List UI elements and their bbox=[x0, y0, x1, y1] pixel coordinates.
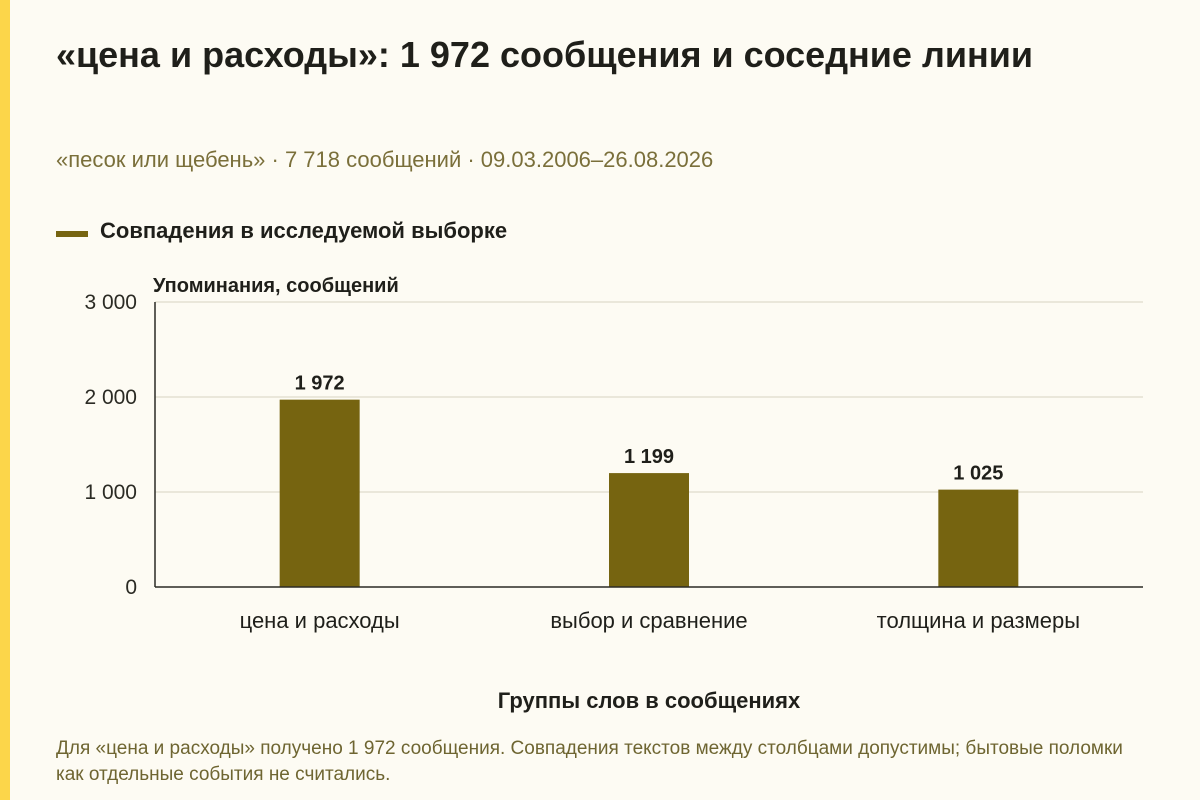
x-tick-label: выбор и сравнение bbox=[550, 608, 747, 633]
bar bbox=[609, 473, 689, 587]
accent-stripe bbox=[0, 0, 10, 800]
bars bbox=[279, 399, 1019, 587]
legend-label: Совпадения в исследуемой выборке bbox=[100, 218, 508, 243]
footnote: Для «цена и расходы» получено 1 972 сооб… bbox=[56, 738, 1123, 785]
bar-value-label: 1 025 bbox=[953, 463, 1003, 485]
y-tick-label: 0 bbox=[125, 576, 137, 599]
y-tick-label: 2 000 bbox=[84, 386, 137, 409]
bar-value-label: 1 972 bbox=[295, 373, 345, 395]
x-tick-labels: цена и расходы выбор и сравнение толщина и… bbox=[240, 608, 1080, 633]
bar bbox=[279, 399, 360, 587]
subtitle: «песок или щебень» · 7 718 сообщений · 0… bbox=[56, 147, 714, 172]
page-title: «цена и расходы»: 1 972 сообщения и сосе… bbox=[56, 34, 1033, 75]
legend: Совпадения в исследуемой выборке bbox=[56, 218, 507, 244]
legend-swatch bbox=[56, 231, 88, 237]
value-labels: 1 972 1 199 1 025 bbox=[295, 373, 1004, 485]
x-tick-label: толщина и размеры bbox=[877, 608, 1080, 633]
y-axis-title: Упоминания, сообщений bbox=[153, 275, 399, 297]
y-tick-labels: 0 1 000 2 000 3 000 bbox=[84, 291, 137, 599]
x-axis-title: Группы слов в сообщениях bbox=[498, 688, 801, 713]
y-tick-label: 3 000 bbox=[84, 291, 137, 314]
x-tick-label: цена и расходы bbox=[240, 608, 400, 633]
bar bbox=[938, 489, 1019, 587]
bar-value-label: 1 199 bbox=[624, 446, 674, 468]
y-tick-label: 1 000 bbox=[84, 481, 137, 504]
